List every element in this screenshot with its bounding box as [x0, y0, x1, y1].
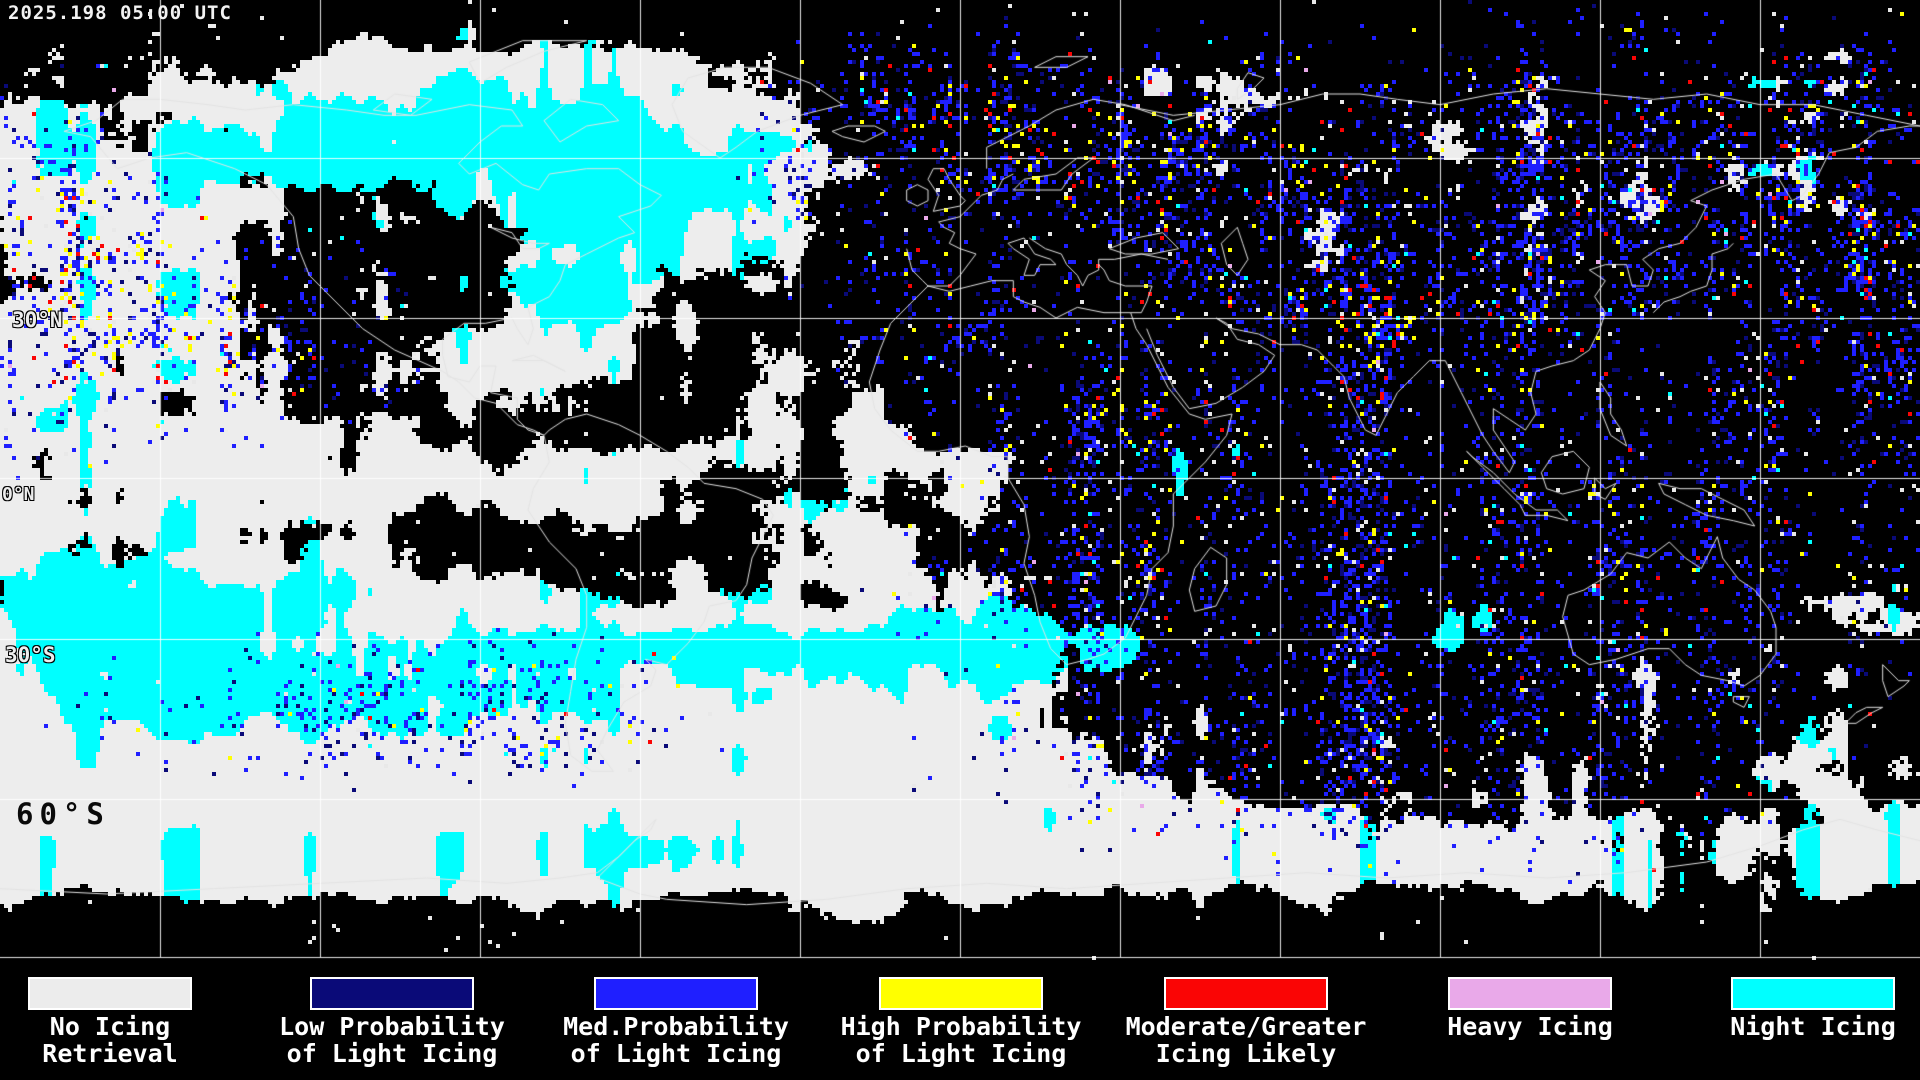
legend-label-line: Moderate/Greater	[1125, 1012, 1367, 1041]
low-prob-swatch	[310, 977, 474, 1010]
high-prob-swatch	[879, 977, 1043, 1010]
med-prob-swatch	[594, 977, 758, 1010]
night-icing-swatch	[1731, 977, 1895, 1010]
latitude-label-30n: 30°N	[12, 308, 63, 332]
no-icing-swatch	[28, 977, 192, 1010]
legend-label-line: of Light Icing	[570, 1039, 782, 1068]
global-icing-map: 2025.198 05:00 UTC 30°N 0°N 30°S 60°S	[0, 0, 1920, 960]
latitude-label-30s: 30°S	[5, 643, 56, 667]
legend-label-line: Med.Probability	[563, 1012, 789, 1041]
timestamp-label: 2025.198 05:00 UTC	[8, 2, 232, 24]
latitude-label-0n: 0°N	[2, 484, 35, 505]
heavy-icing-swatch	[1448, 977, 1612, 1010]
latitude-label-60s: 60°S	[16, 797, 110, 831]
coastline-grid-overlay	[0, 0, 1920, 960]
legend-label-line: Low Probability	[279, 1012, 505, 1041]
legend-label-line: No Icing	[49, 1012, 171, 1041]
legend-bar: No Icing Retrieval Low Probability of Ligh…	[0, 960, 1920, 1080]
legend-label-line: High Probability	[840, 1012, 1082, 1041]
legend-label-line: of Light Icing	[286, 1039, 498, 1068]
legend-label-line: Retrieval	[42, 1039, 178, 1068]
legend-label-line: Heavy Icing	[1447, 1012, 1613, 1041]
legend-label-line: of Light Icing	[855, 1039, 1067, 1068]
legend-label-line: Night Icing	[1730, 1012, 1896, 1041]
moderate-greater-swatch	[1164, 977, 1328, 1010]
legend-label-line: Icing Likely	[1155, 1039, 1337, 1068]
